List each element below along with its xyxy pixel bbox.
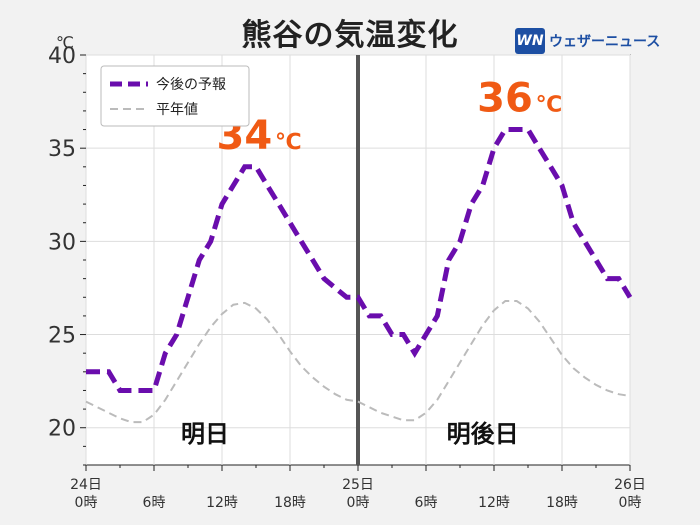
logo-text: ウェザーニュース: [549, 34, 661, 50]
x-tick-label-hour: 6時: [143, 495, 166, 511]
x-tick-label-hour: 0時: [75, 495, 98, 511]
series-lines: [85, 127, 633, 424]
y-tick-label: 40: [48, 44, 76, 69]
chart-title: 熊谷の気温変化: [241, 18, 459, 53]
y-tick-label: 25: [48, 324, 76, 349]
annotations: 34 ℃36 ℃明日 明後日: [181, 76, 562, 448]
y-tick-label: 35: [48, 137, 76, 162]
y-tick-label: 20: [48, 417, 76, 442]
legend-label: 今後の予報: [156, 77, 226, 93]
x-tick-label-hour: 0時: [619, 495, 642, 511]
forecast-line: [86, 127, 633, 393]
x-tick-label-hour: 12時: [478, 495, 510, 511]
x-tick-label-hour: 6時: [415, 495, 438, 511]
x-tick-label-day: 24日: [70, 477, 102, 493]
peak-value-label: 36: [477, 76, 533, 122]
x-tick-label-hour: 18時: [546, 495, 578, 511]
peak-unit-label: ℃: [536, 93, 563, 118]
day-label: 明日: [181, 420, 229, 448]
legend-label: 平年値: [156, 102, 198, 118]
x-tick-label-hour: 12時: [206, 495, 238, 511]
y-unit-label: ℃: [56, 33, 74, 52]
y-tick-label: 30: [48, 230, 76, 255]
wn-logo-icon: WN: [515, 28, 545, 54]
normal-line: [85, 300, 631, 424]
x-tick-label-day: 26日: [614, 477, 646, 493]
x-tick-label-day: 25日: [342, 477, 374, 493]
y-axis: 20 25 30 35 40℃: [48, 33, 86, 466]
weathernews-logo: WN ウェザーニュース: [515, 26, 660, 56]
x-axis: 24日 0時 6時 12時 18時 25日 0時 6時 12時 18時 26日 0時: [70, 465, 646, 511]
x-tick-label-hour: 18時: [274, 495, 306, 511]
day-label: 明後日: [447, 420, 519, 448]
legend-box: [100, 65, 250, 127]
grid-lines: [85, 54, 631, 465]
x-tick-label-hour: 0時: [347, 495, 370, 511]
peak-unit-label: ℃: [275, 130, 302, 155]
